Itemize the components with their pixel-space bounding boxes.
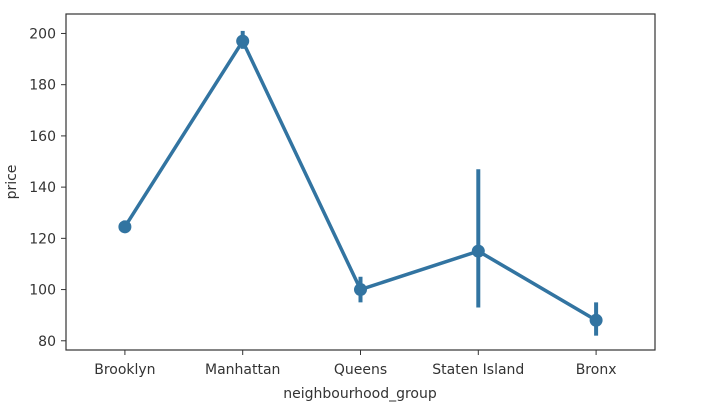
y-tick-label: 120 — [29, 231, 56, 247]
y-axis-label: price — [4, 165, 20, 200]
x-tick-label: Brooklyn — [94, 362, 155, 378]
y-tick-label: 100 — [29, 283, 56, 299]
data-point-queens — [354, 283, 367, 297]
x-tick-label: Manhattan — [205, 362, 280, 378]
data-point-brooklyn — [118, 220, 132, 234]
x-tick-label: Bronx — [576, 362, 617, 378]
data-point-bronx — [589, 313, 603, 327]
y-tick-label: 80 — [38, 334, 56, 350]
data-point-manhattan — [236, 34, 250, 48]
y-tick-label: 180 — [29, 78, 56, 94]
y-tick-label: 140 — [29, 180, 56, 196]
x-axis-ticks: Brooklyn Manhattan Queens Staten Island Bron… — [94, 350, 616, 378]
data-point-staten-island — [471, 244, 485, 258]
y-tick-label: 200 — [29, 26, 56, 42]
data-points — [118, 34, 603, 327]
y-axis-ticks: 80 100 120 140 160 180 200 — [29, 26, 66, 350]
x-axis-label: neighbourhood_group — [283, 386, 437, 402]
x-tick-label: Queens — [334, 362, 387, 378]
y-tick-label: 160 — [29, 129, 56, 145]
x-tick-label: Staten Island — [432, 362, 524, 378]
